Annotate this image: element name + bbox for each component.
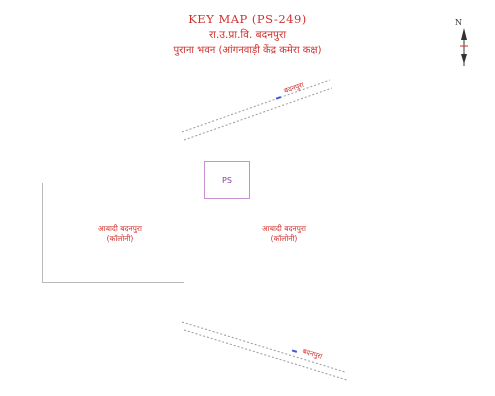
area-left-line2: (कॉलोनी) bbox=[106, 234, 134, 243]
north-label: N bbox=[455, 18, 462, 27]
north-arrow: N bbox=[455, 18, 468, 66]
upper-road-marker bbox=[275, 96, 282, 100]
map-title: KEY MAP (PS-249) bbox=[188, 12, 307, 26]
area-left-line1: आबादी बदनपुरा bbox=[98, 224, 142, 233]
area-label-right: आबादी बदनपुरा (कॉलोनी) bbox=[244, 224, 324, 244]
polling-station-label: PS bbox=[222, 175, 232, 185]
lower-road bbox=[181, 321, 348, 381]
school-name: रा.उ.प्रा.वि. बदनपुरा bbox=[208, 29, 287, 41]
area-right-line2: (कॉलोनी) bbox=[270, 234, 298, 243]
area-label-left: आबादी बदनपुरा (कॉलोनी) bbox=[80, 224, 160, 244]
building-name: पुराना भवन (आंगनवाड़ी केंद्र कमेरा कक्ष) bbox=[173, 45, 322, 56]
polling-station-box: PS bbox=[204, 161, 250, 199]
lower-road-marker bbox=[291, 349, 298, 353]
area-right-line1: आबादी बदनपुरा bbox=[262, 224, 306, 233]
left-area-boundary bbox=[42, 183, 184, 283]
upper-road bbox=[181, 79, 333, 141]
north-arrow-icon bbox=[460, 28, 468, 66]
